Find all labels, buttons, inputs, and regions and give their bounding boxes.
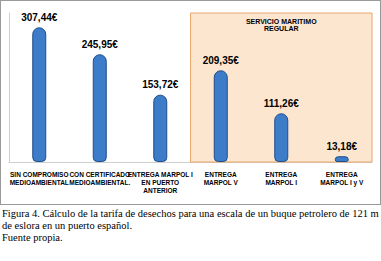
svg-text:SIN COMPROMISO: SIN COMPROMISO — [10, 171, 69, 178]
svg-text:13,18€: 13,18€ — [326, 141, 357, 152]
svg-text:MARPOL I: MARPOL I — [265, 179, 297, 186]
html-text:Fuente propia.: Fuente propia. — [2, 232, 63, 243]
svg-text:MARPOL I y V: MARPOL I y V — [320, 179, 364, 187]
svg-text:245,95€: 245,95€ — [82, 39, 119, 50]
svg-text:ENTREGA: ENTREGA — [265, 171, 297, 178]
svg-text:153,72€: 153,72€ — [142, 79, 179, 90]
svg-text:MEDIOAMBIENTAL: MEDIOAMBIENTAL — [10, 179, 69, 186]
svg-text:111,26€: 111,26€ — [264, 98, 299, 109]
svg-text:SERVICIO MARITIMO: SERVICIO MARITIMO — [246, 18, 317, 25]
svg-text:307,44€: 307,44€ — [21, 12, 58, 23]
svg-text:ENTREGA: ENTREGA — [205, 171, 237, 178]
svg-text:MEDIOAMBIENTAL.: MEDIOAMBIENTAL. — [69, 179, 130, 186]
svg-text:MARPOL V: MARPOL V — [204, 179, 239, 186]
html-text:Figura 4. Cálculo de la tarifa: Figura 4. Cálculo de la tarifa de desech… — [2, 208, 379, 231]
svg-text:EN PUERTO: EN PUERTO — [141, 179, 179, 186]
svg-text:REGULAR: REGULAR — [264, 25, 299, 32]
svg-text:ANTERIOR: ANTERIOR — [143, 187, 177, 194]
svg-text:209,35€: 209,35€ — [203, 55, 240, 66]
svg-text:CON CERTIFICADO: CON CERTIFICADO — [69, 171, 130, 178]
svg-text:ENTREGA: ENTREGA — [326, 171, 358, 178]
svg-text:ENTREGA MARPOL I: ENTREGA MARPOL I — [128, 171, 193, 178]
